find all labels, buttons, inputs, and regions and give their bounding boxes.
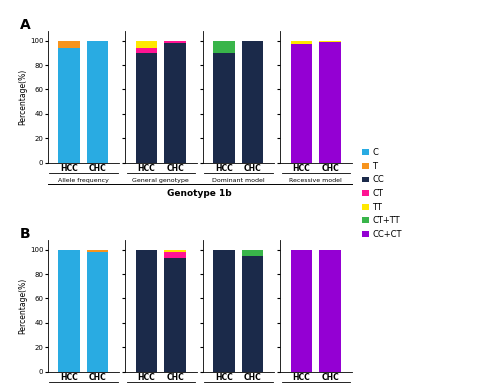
Bar: [213, 53, 234, 163]
Text: Allele frequency: Allele frequency: [58, 178, 108, 183]
Bar: [136, 53, 157, 163]
Bar: [87, 250, 108, 252]
Bar: [242, 41, 264, 163]
Bar: [164, 43, 186, 163]
Bar: [58, 250, 80, 372]
Bar: [164, 41, 186, 43]
Bar: [164, 252, 186, 258]
Text: Genotype 1b: Genotype 1b: [167, 189, 232, 198]
Bar: [290, 250, 312, 372]
Bar: [87, 41, 108, 163]
Bar: [164, 250, 186, 252]
Bar: [320, 41, 341, 42]
Bar: [320, 42, 341, 163]
Bar: [290, 41, 312, 45]
Bar: [213, 41, 234, 53]
Text: General genotype: General genotype: [132, 178, 189, 183]
Text: A: A: [20, 18, 31, 32]
Bar: [136, 48, 157, 53]
Bar: [58, 48, 80, 163]
Bar: [290, 45, 312, 163]
Bar: [213, 250, 234, 372]
Y-axis label: Percentage(%): Percentage(%): [18, 68, 27, 125]
Bar: [58, 41, 80, 48]
Bar: [136, 250, 157, 372]
Bar: [136, 41, 157, 48]
Bar: [164, 258, 186, 372]
Bar: [242, 250, 264, 256]
Bar: [242, 256, 264, 372]
Y-axis label: Percentage(%): Percentage(%): [18, 277, 27, 334]
Bar: [320, 250, 341, 372]
Text: B: B: [20, 227, 30, 241]
Text: Recessive model: Recessive model: [290, 178, 342, 183]
Legend: C, T, CC, CT, TT, CT+TT, CC+CT: C, T, CC, CT, TT, CT+TT, CC+CT: [362, 148, 402, 239]
Bar: [87, 252, 108, 372]
Text: Dominant model: Dominant model: [212, 178, 264, 183]
